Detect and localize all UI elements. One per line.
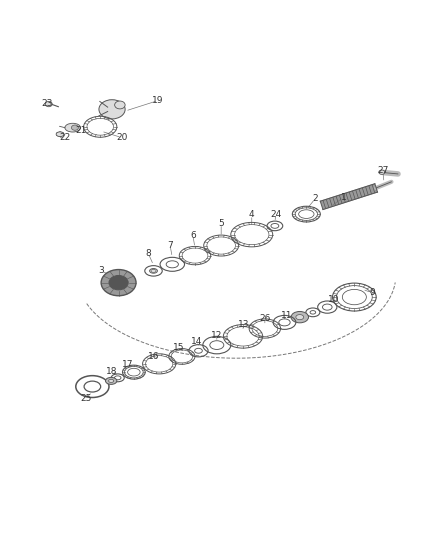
Text: 16: 16 [148,351,159,360]
Text: 2: 2 [312,195,318,203]
Ellipse shape [99,100,125,119]
Ellipse shape [65,123,81,132]
Text: 27: 27 [377,166,389,175]
Text: 19: 19 [152,96,164,105]
Text: 23: 23 [42,99,53,108]
Text: 17: 17 [123,360,134,369]
Ellipse shape [109,276,128,290]
Ellipse shape [71,125,78,130]
Text: 24: 24 [270,209,281,219]
Text: 3: 3 [98,266,104,276]
Ellipse shape [115,101,125,109]
Ellipse shape [101,270,136,296]
Ellipse shape [291,311,308,323]
Text: 5: 5 [218,219,224,228]
Text: 10: 10 [328,295,339,304]
Text: 20: 20 [117,133,128,142]
Text: 4: 4 [249,211,254,220]
Ellipse shape [151,269,156,272]
Text: 25: 25 [80,394,92,403]
Text: 15: 15 [173,343,184,352]
Ellipse shape [56,132,64,136]
Text: 12: 12 [211,331,223,340]
Text: 18: 18 [106,367,118,376]
Text: 13: 13 [238,320,250,329]
Text: 21: 21 [76,126,87,135]
Text: 6: 6 [190,231,196,239]
Text: 22: 22 [60,133,71,142]
Ellipse shape [106,377,117,384]
Ellipse shape [45,101,52,107]
Ellipse shape [296,314,304,320]
Ellipse shape [109,379,114,383]
Text: 7: 7 [167,241,173,250]
Text: 14: 14 [191,337,202,346]
Ellipse shape [379,170,385,174]
Text: 11: 11 [281,311,293,320]
Text: 1: 1 [341,193,346,202]
Text: 8: 8 [145,249,151,258]
Text: 9: 9 [369,288,374,297]
Text: 26: 26 [259,313,271,322]
